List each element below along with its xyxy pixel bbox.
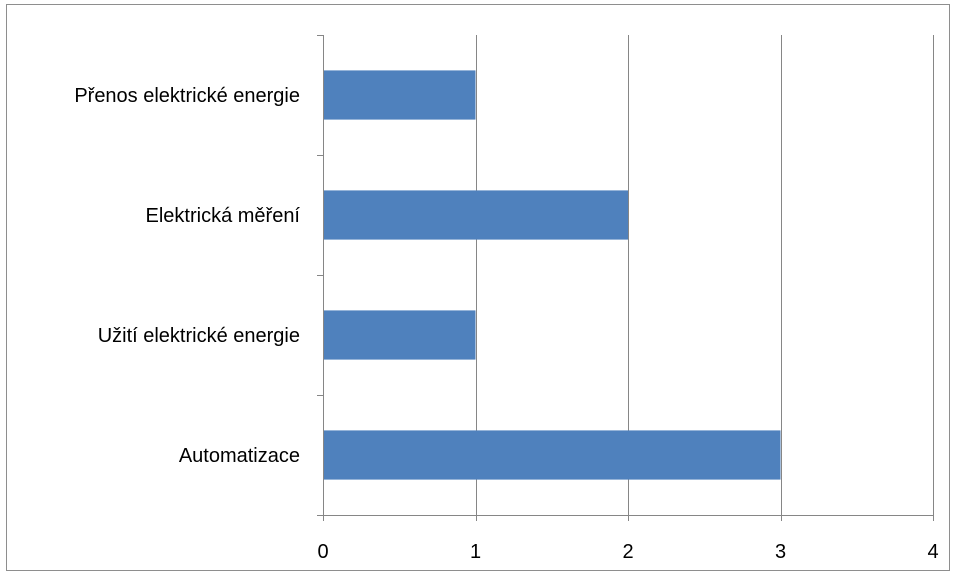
bars bbox=[324, 70, 781, 480]
bar-4 bbox=[324, 430, 781, 480]
category-label: Přenos elektrické energie bbox=[74, 85, 300, 107]
x-tick-labels: 0 1 2 3 4 bbox=[317, 541, 938, 563]
x-tick-label: 0 bbox=[317, 541, 328, 563]
bar-1 bbox=[324, 70, 476, 120]
category-label: Užití elektrické energie bbox=[98, 325, 300, 347]
x-tick-label: 3 bbox=[775, 541, 786, 563]
x-tick-label: 2 bbox=[622, 541, 633, 563]
x-tick-label: 1 bbox=[470, 541, 481, 563]
bar-3 bbox=[324, 310, 476, 360]
x-tick-label: 4 bbox=[927, 541, 938, 563]
category-label: Automatizace bbox=[179, 445, 300, 467]
bar-2 bbox=[324, 190, 628, 240]
category-label: Elektrická měření bbox=[146, 205, 301, 227]
axes bbox=[317, 35, 934, 521]
category-labels: Přenos elektrické energie Elektrická měře… bbox=[74, 85, 300, 467]
